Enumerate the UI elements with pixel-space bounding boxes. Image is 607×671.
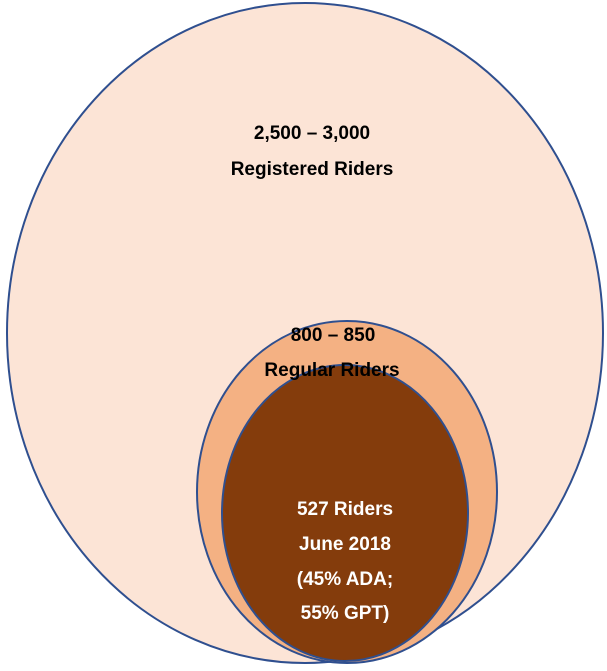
node-label: Registered Riders (231, 159, 394, 180)
node-label: Regular Riders (264, 360, 399, 381)
node-label: 527 Riders (297, 499, 393, 520)
june-riders-circle (221, 364, 469, 662)
node-label: June 2018 (299, 534, 391, 555)
node-label: 55% GPT) (301, 603, 390, 624)
node-label: 800 – 850 (291, 325, 376, 346)
node-label: 2,500 – 3,000 (254, 123, 370, 144)
node-label: (45% ADA; (297, 569, 393, 590)
